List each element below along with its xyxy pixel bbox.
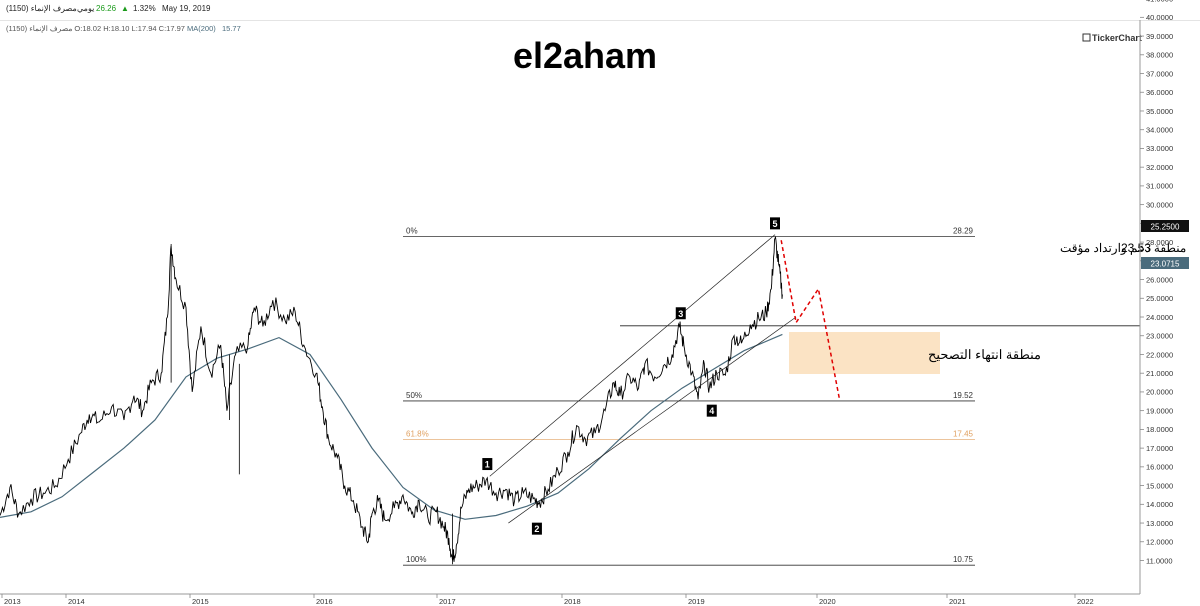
correction-zone-label: منطقة انتهاء التصحيح <box>928 347 1041 363</box>
header-date: May 19, 2019 <box>162 4 211 13</box>
channel-line <box>508 316 797 524</box>
y-tick-label: 21.0000 <box>1146 369 1173 378</box>
y-tick-label: 34.0000 <box>1146 126 1173 135</box>
x-tick-label: 2017 <box>439 597 456 606</box>
x-tick-label: 2018 <box>564 597 581 606</box>
fib-value-label: 10.75 <box>953 555 974 564</box>
x-tick-label: 2015 <box>192 597 209 606</box>
y-tick-label: 35.0000 <box>1146 107 1173 116</box>
wave-label-4: 4 <box>709 406 714 416</box>
header-last-price: 26.26 <box>96 4 117 13</box>
y-tick-label: 14.0000 <box>1146 500 1173 509</box>
wave-label-box <box>675 307 686 320</box>
fib-pct-label: 100% <box>406 555 426 564</box>
y-tick-label: 19.0000 <box>1146 406 1173 415</box>
y-tick-label: 11.0000 <box>1146 556 1173 565</box>
support-value-label: 23.53 <box>1121 241 1151 255</box>
ma-label: MA(200) <box>187 24 216 33</box>
trend-channel <box>489 234 797 524</box>
x-tick-label: 2020 <box>819 597 836 606</box>
y-tick-label: 31.0000 <box>1146 182 1173 191</box>
wave-label-5: 5 <box>772 219 777 229</box>
channel-line <box>489 234 776 477</box>
y-tick-label: 20.0000 <box>1146 388 1173 397</box>
x-tick-label: 2019 <box>688 597 705 606</box>
ma-200-line <box>0 333 783 520</box>
chart-header-bar: May 19, 2019 1.32% ▲ 26.26 يومي مصرف الإ… <box>0 0 1200 21</box>
wave-label-3: 3 <box>678 309 683 319</box>
header-symbol[interactable]: مصرف الإنماء (1150) <box>6 4 77 13</box>
wave-label-2: 2 <box>534 524 539 534</box>
watermark-title: el2aham <box>513 35 657 76</box>
y-tick-label: 30.0000 <box>1146 200 1173 209</box>
header-change-pct: 1.32% <box>133 4 156 13</box>
y-axis[interactable]: 11.0000 12.0000 13.0000 14.0000 15.0000 16.00… <box>1140 0 1173 565</box>
brand-name: TickerChart <box>1092 33 1142 43</box>
wave-label-box <box>531 522 542 535</box>
up-arrow-icon: ▲ <box>121 4 129 13</box>
y-tick-label: 26.0000 <box>1146 275 1173 284</box>
fib-value-label: 17.45 <box>953 430 974 439</box>
x-tick-label: 2022 <box>1077 597 1094 606</box>
elliott-wave-labels: 1 2 3 4 5 <box>482 217 780 535</box>
support-zone-label: منطقة دعم وارتداد مؤقت <box>1060 241 1186 255</box>
y-tick-label: 16.0000 <box>1146 463 1173 472</box>
fib-pct-label: 61.8% <box>406 430 429 439</box>
y-tick-label: 13.0000 <box>1146 519 1173 528</box>
wave-label-box <box>770 217 780 230</box>
y-tick-label: 15.0000 <box>1146 481 1173 490</box>
y-tick-label: 39.0000 <box>1146 32 1173 41</box>
brand-logo: TickerChart <box>1082 33 1142 43</box>
fib-pct-label: 0% <box>406 227 418 236</box>
y-tick-label: 24.0000 <box>1146 313 1173 322</box>
ohlc-readout: مصرف الإنماء (1150) O:18.02 H:18.10 L:17… <box>6 24 185 33</box>
ma-price-tag-box <box>1141 257 1189 269</box>
current-price-tag-text: 25.2500 <box>1151 223 1180 232</box>
wave-label-box <box>706 404 717 417</box>
x-tick-label: 2016 <box>316 597 333 606</box>
y-tick-label: 25.0000 <box>1146 294 1173 303</box>
x-tick-label: 2013 <box>4 597 21 606</box>
y-tick-label: 12.0000 <box>1146 538 1173 547</box>
fib-value-label: 28.29 <box>953 227 974 236</box>
fib-pct-label: 50% <box>406 391 422 400</box>
fibonacci-levels: 0% 28.29 50% 19.52 61.8% 17.45 100% 10.75 <box>403 227 1140 566</box>
y-tick-label: 28.0000 <box>1146 238 1173 247</box>
projection-line <box>780 240 841 400</box>
y-tick-label: 33.0000 <box>1146 144 1173 153</box>
y-tick-label: 18.0000 <box>1146 425 1173 434</box>
y-tick-label: 23.0000 <box>1146 332 1173 341</box>
ma-price-tag: 23.0715 <box>1141 257 1189 269</box>
y-tick-label: 41.0000 <box>1146 0 1173 3</box>
ma-value: 15.77 <box>222 24 241 33</box>
price-line <box>0 235 783 565</box>
y-tick-label: 37.0000 <box>1146 69 1173 78</box>
y-tick-label: 40.0000 <box>1146 13 1173 22</box>
correction-zone <box>789 332 940 374</box>
y-tick-label: 22.0000 <box>1146 350 1173 359</box>
ma-200-path <box>0 333 783 520</box>
y-tick-label: 38.0000 <box>1146 51 1173 60</box>
current-price-tag: 25.2500 <box>1141 220 1189 232</box>
wave-label-1: 1 <box>485 460 490 470</box>
projection-path <box>780 240 841 400</box>
ma-price-tag-text: 23.0715 <box>1151 260 1180 269</box>
brand-mark <box>1082 33 1091 42</box>
x-axis[interactable]: 2013 2014 2015 2016 2017 2018 2019 2020 2021 2022 <box>1 594 1094 606</box>
header-timeframe[interactable]: يومي <box>77 4 95 13</box>
price-path <box>0 235 783 562</box>
y-tick-label: 17.0000 <box>1146 444 1173 453</box>
y-tick-label: 36.0000 <box>1146 88 1173 97</box>
x-tick-label: 2021 <box>949 597 966 606</box>
current-price-tag-box <box>1141 220 1189 232</box>
wave-label-box <box>482 458 493 471</box>
fib-value-label: 19.52 <box>953 391 974 400</box>
x-tick-label: 2014 <box>68 597 85 606</box>
y-tick-label: 32.0000 <box>1146 163 1173 172</box>
